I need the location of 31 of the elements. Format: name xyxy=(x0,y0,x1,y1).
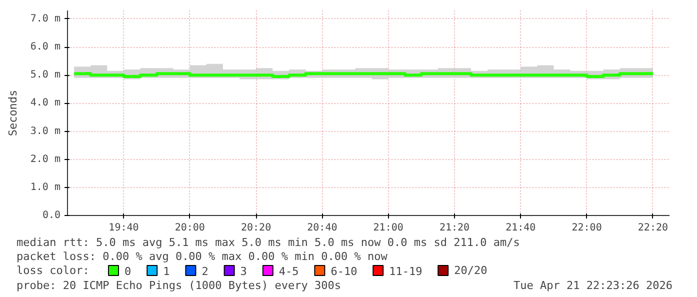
x-tick-label: 20:00 xyxy=(174,222,205,234)
y-axis-title: Seconds xyxy=(6,90,20,136)
x-tick-label: 21:40 xyxy=(506,222,536,234)
legend-label: 4-5 xyxy=(278,265,299,278)
text: median rtt: 5.0 ms avg 5.1 ms max 5.0 ms min 5.0 ms now 0.0 ms sd 211.0 am/s xyxy=(16,236,520,249)
x-tick-label: 22:20 xyxy=(638,222,668,234)
x-tick-label: 19:40 xyxy=(108,222,139,234)
y-tick-label: 7.0 m xyxy=(30,13,61,24)
legend-label: 2 xyxy=(202,265,208,278)
legend-label: 20/20 xyxy=(454,264,488,277)
legend-label: 11-19 xyxy=(389,265,422,278)
y-tick-label: 4.0 m xyxy=(30,98,61,109)
text: Tue Apr 21 22:23:26 2026 xyxy=(514,279,672,292)
y-tick-label: 0.0 xyxy=(42,210,60,221)
legend-label: 0 xyxy=(124,265,132,278)
x-tick-label: 21:20 xyxy=(439,222,470,234)
x-tick-label: 21:00 xyxy=(373,222,404,234)
legend-title: loss color: xyxy=(16,264,90,277)
legend-label: 1 xyxy=(163,265,170,278)
legend-label: 3 xyxy=(240,265,247,278)
y-tick-label: 3.0 m xyxy=(30,126,61,137)
y-tick-label: 1.0 m xyxy=(30,182,61,193)
text: packet loss: 0.00 % avg 0.00 % max 0.00 % min 0.00 % now xyxy=(16,250,388,263)
text: probe: 20 ICMP Echo Pings (1000 Bytes) every 300s xyxy=(16,279,342,292)
x-tick-label: 20:20 xyxy=(240,222,272,234)
y-tick-label: 6.0 m xyxy=(30,42,61,53)
y-tick-label: 5.0 m xyxy=(30,70,61,81)
x-tick-label: 22:00 xyxy=(572,222,602,234)
x-tick-label: 20:40 xyxy=(307,222,338,234)
y-tick-label: 2.0 m xyxy=(30,154,61,165)
legend-label: 6-10 xyxy=(330,265,358,278)
